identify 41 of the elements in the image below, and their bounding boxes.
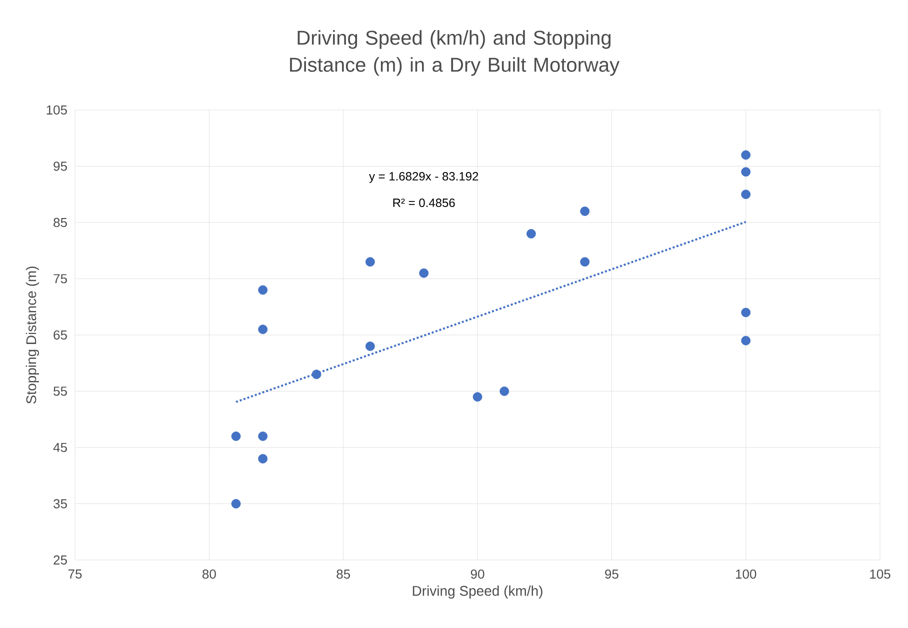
chart-title: Driving Speed (km/h) and Stopping Distance (m) in a Dry Built Motorway [290, 30, 620, 76]
point [741, 150, 751, 160]
y-tick-label: 105 [46, 105, 67, 115]
point [365, 257, 375, 267]
point [500, 386, 510, 396]
point [258, 285, 268, 295]
x-tick-label: 75 [68, 570, 82, 579]
point [741, 308, 751, 318]
point [231, 499, 241, 508]
x-axis-title: Driving Speed (km/h) [412, 586, 542, 599]
x-tick-label: 95 [605, 570, 618, 579]
point [365, 342, 375, 351]
x-tick-label: 85 [336, 570, 350, 579]
y-tick-label: 85 [54, 218, 67, 228]
annotation: y = 1.6829x - 83.192 [369, 172, 478, 183]
annotation: R² = 0.4856 [393, 198, 455, 208]
y-tick-label: 55 [54, 386, 67, 396]
y-tick-label: 75 [54, 274, 67, 284]
point [258, 454, 268, 464]
point [419, 268, 429, 278]
x-tick-label: 105 [870, 570, 890, 579]
y-tick-label: 45 [53, 442, 67, 452]
y-tick-label: 65 [54, 330, 67, 340]
point [580, 257, 590, 267]
point [526, 229, 536, 238]
point [472, 392, 482, 402]
x-tick-label: 80 [202, 570, 216, 579]
point [231, 432, 241, 441]
point [312, 370, 322, 380]
y-tick-label: 95 [54, 162, 67, 171]
point [741, 336, 751, 346]
y-tick-label: 25 [54, 555, 67, 565]
x-tick-label: 90 [470, 570, 484, 579]
point [580, 206, 590, 216]
point [258, 432, 268, 441]
point [741, 167, 751, 177]
point [258, 324, 268, 334]
y-tick-label: 35 [54, 499, 67, 508]
x-tick-label: 100 [736, 570, 756, 579]
y-axis-title: Stopping Distance (m) [26, 266, 39, 404]
point [741, 190, 751, 200]
